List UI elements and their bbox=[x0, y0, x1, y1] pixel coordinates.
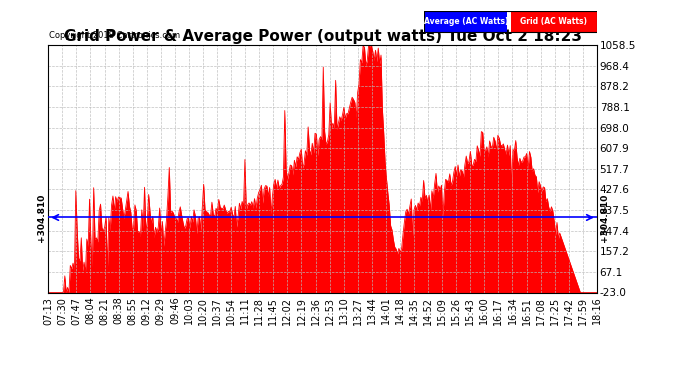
Text: Average (AC Watts): Average (AC Watts) bbox=[424, 17, 508, 26]
Text: Copyright 2018 Cartronics.com: Copyright 2018 Cartronics.com bbox=[49, 31, 180, 40]
FancyBboxPatch shape bbox=[424, 11, 507, 32]
Text: Grid (AC Watts): Grid (AC Watts) bbox=[520, 17, 587, 26]
Text: +304.810: +304.810 bbox=[600, 193, 609, 242]
FancyBboxPatch shape bbox=[511, 11, 597, 32]
Text: +304.810: +304.810 bbox=[37, 193, 46, 242]
Title: Grid Power & Average Power (output watts) Tue Oct 2 18:23: Grid Power & Average Power (output watts… bbox=[63, 29, 582, 44]
